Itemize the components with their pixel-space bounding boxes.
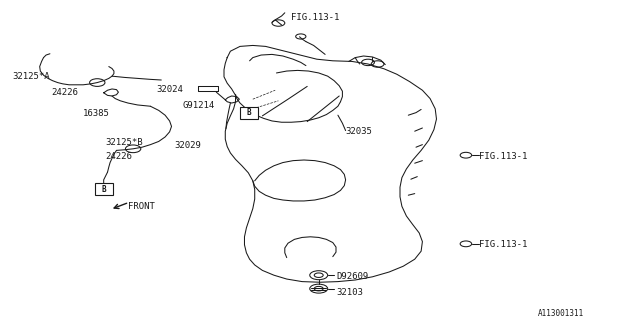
Text: FIG.113-1: FIG.113-1: [291, 13, 340, 22]
Text: 32029: 32029: [174, 141, 201, 150]
Text: FIG.113-1: FIG.113-1: [479, 152, 527, 161]
Text: 32125*B: 32125*B: [106, 138, 143, 147]
Text: D92609: D92609: [336, 272, 368, 281]
Text: B: B: [246, 108, 252, 117]
Text: 32024: 32024: [157, 85, 184, 94]
Text: B: B: [101, 185, 106, 194]
Text: 16385: 16385: [83, 109, 110, 118]
Text: A113001311: A113001311: [538, 309, 584, 318]
Text: 32035: 32035: [346, 127, 372, 136]
FancyBboxPatch shape: [240, 107, 258, 119]
Text: 32103: 32103: [336, 288, 363, 297]
Text: 32125*A: 32125*A: [13, 72, 51, 81]
Text: FIG.113-1: FIG.113-1: [479, 240, 527, 249]
Text: 24226: 24226: [106, 152, 132, 161]
FancyBboxPatch shape: [95, 183, 113, 195]
Text: FRONT: FRONT: [128, 202, 155, 211]
Text: G91214: G91214: [182, 101, 214, 110]
Text: 24226: 24226: [51, 88, 78, 97]
